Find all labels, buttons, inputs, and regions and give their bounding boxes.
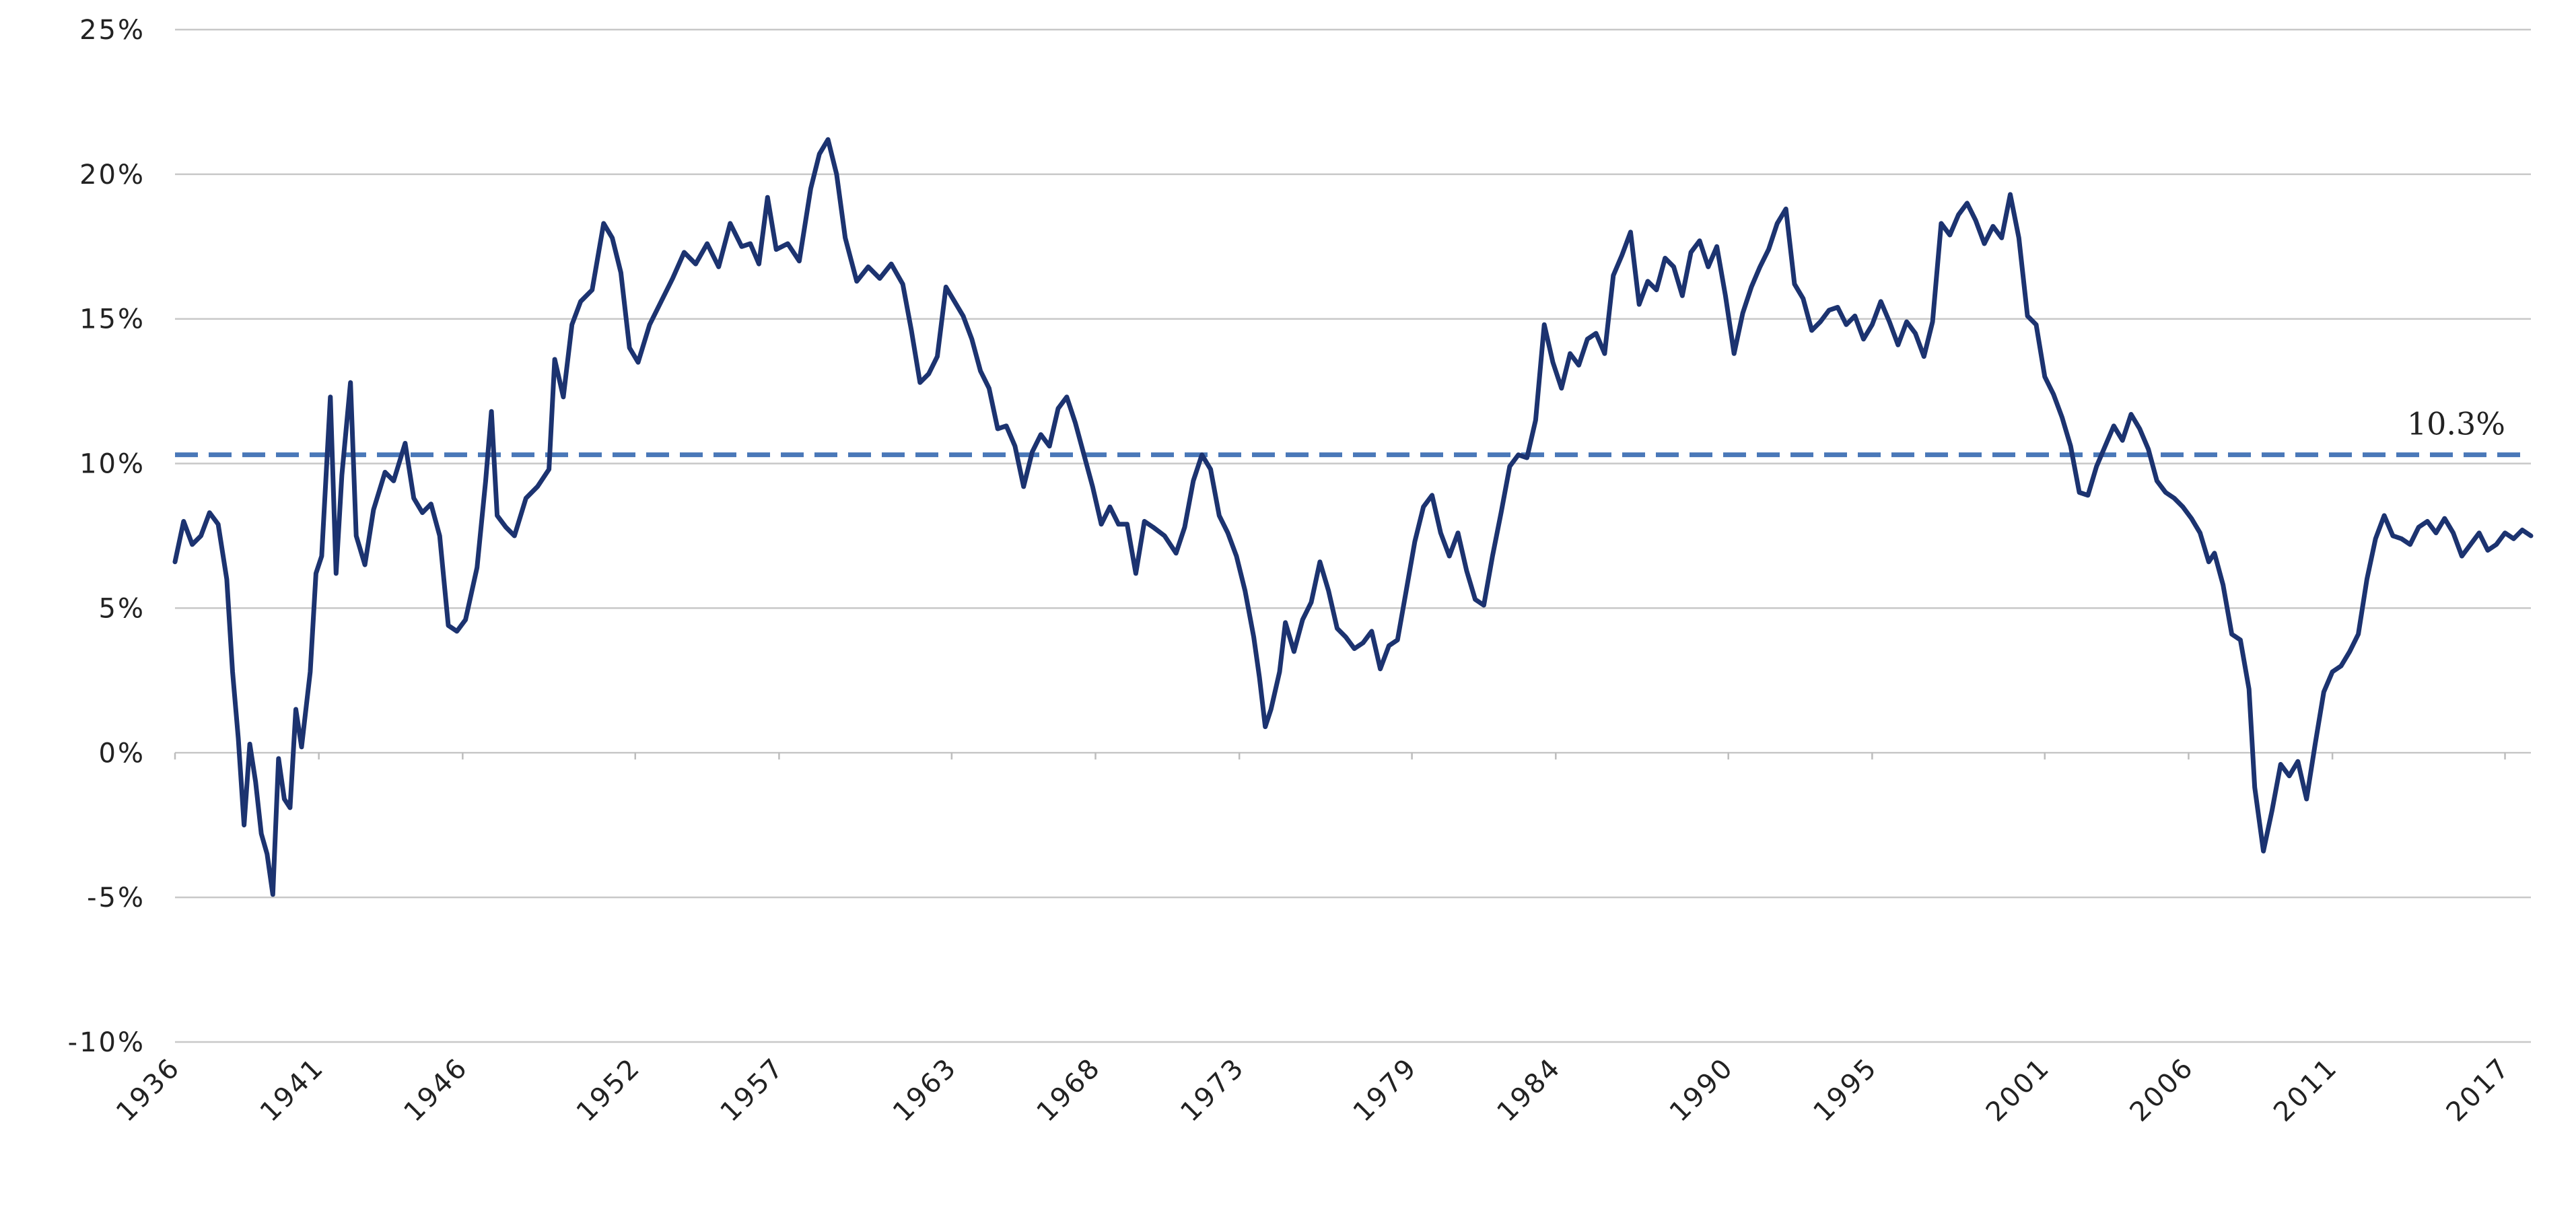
x-tick-label: 1941: [254, 1052, 330, 1128]
average-line-group: 10.3%: [175, 406, 2531, 458]
y-tick-label: 20%: [79, 160, 145, 190]
series-line: [172, 137, 2534, 897]
x-tick-label: 1990: [1664, 1052, 1740, 1128]
x-tick-label: 2001: [1980, 1052, 2056, 1128]
y-tick-label: 15%: [79, 304, 145, 335]
x-tick-label: 1957: [715, 1052, 791, 1128]
average-label: 10.3%: [2407, 406, 2505, 442]
x-tick-label: 1963: [887, 1052, 963, 1128]
y-tick-label: 0%: [99, 738, 145, 769]
x-tick-label: 1979: [1348, 1052, 1424, 1128]
y-tick-label: 5%: [99, 593, 145, 624]
y-tick-label: 25%: [79, 15, 145, 46]
y-tick-label: -5%: [87, 882, 145, 913]
x-tick-label: 1973: [1175, 1052, 1251, 1128]
x-tick-label: 1936: [110, 1052, 186, 1128]
x-tick-label: 1995: [1807, 1052, 1883, 1128]
x-tick-label: 2017: [2441, 1052, 2517, 1128]
gridlines: [174, 28, 2531, 1043]
series-group: [172, 137, 2534, 897]
x-tick-label: 1968: [1031, 1052, 1107, 1128]
y-tick-label: -10%: [68, 1027, 145, 1058]
x-tick-label: 1952: [571, 1052, 647, 1128]
x-tick-label: 1984: [1491, 1052, 1567, 1128]
x-tick-label: 1946: [398, 1052, 474, 1128]
y-axis-tick-labels: -10% -5% 0% 5% 10% 15% 20% 25%: [68, 15, 145, 1058]
x-tick-label: 2011: [2268, 1052, 2344, 1128]
x-tick-label: 2006: [2124, 1052, 2200, 1128]
y-tick-label: 10%: [79, 449, 145, 480]
x-axis-tick-labels: 1936 1941 1946 1952 1957 1963 1968 1973 1979 1984…: [110, 1052, 2517, 1128]
